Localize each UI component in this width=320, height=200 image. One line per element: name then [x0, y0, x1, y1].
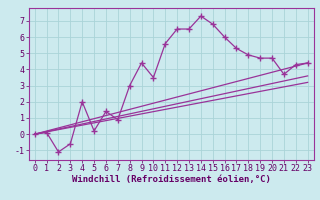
X-axis label: Windchill (Refroidissement éolien,°C): Windchill (Refroidissement éolien,°C) — [72, 175, 271, 184]
